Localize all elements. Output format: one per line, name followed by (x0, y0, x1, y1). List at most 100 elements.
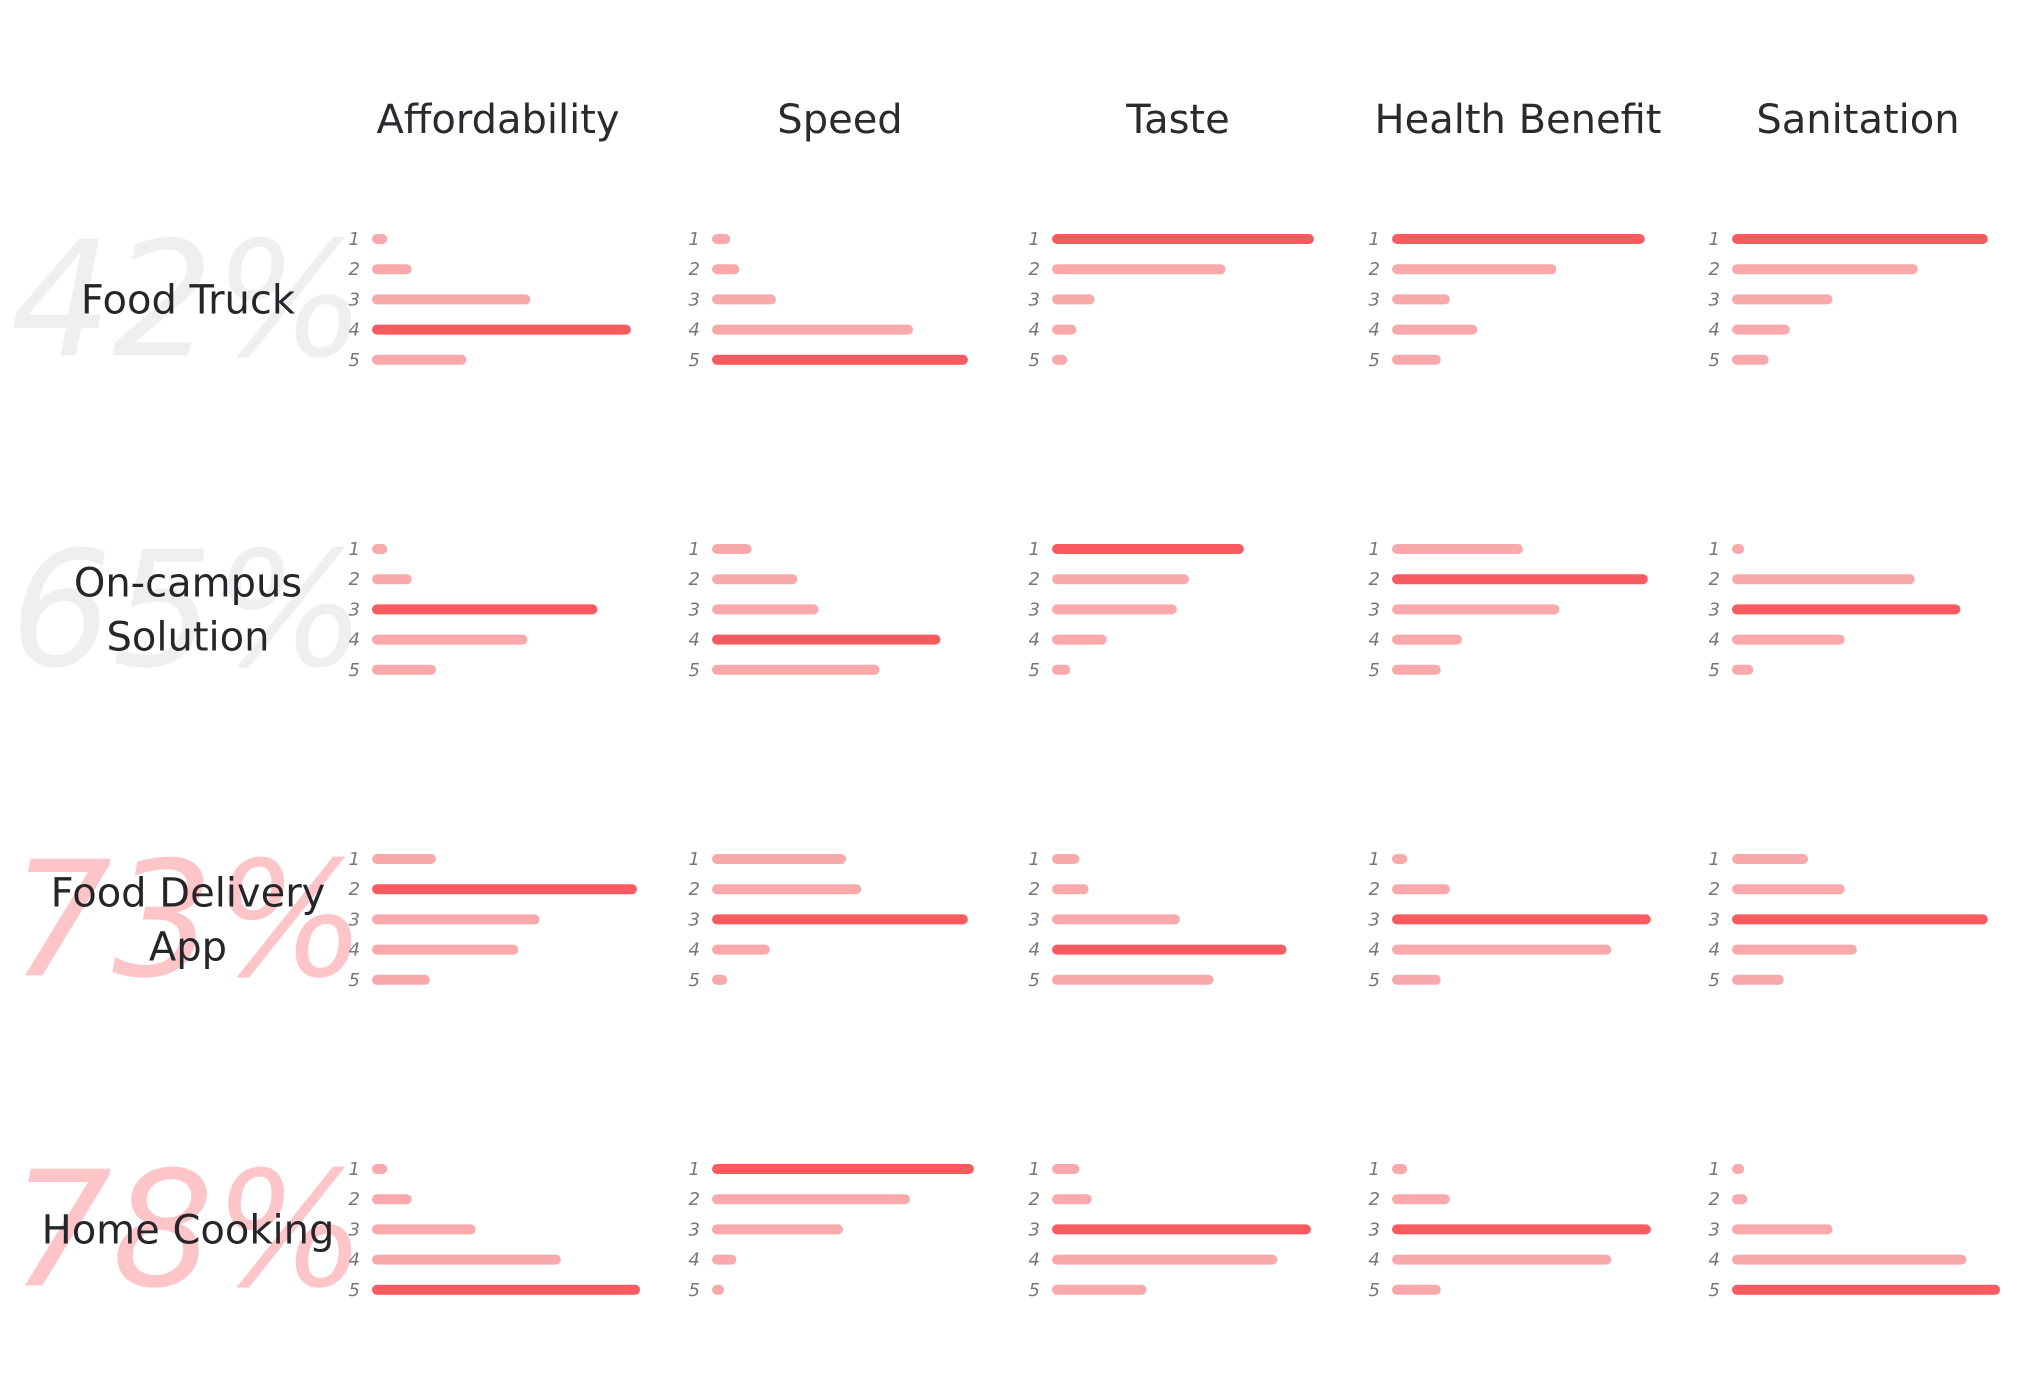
bar (372, 664, 436, 675)
bar (1392, 1254, 1612, 1265)
row-label: Food Truck (81, 277, 296, 323)
bar (1392, 1224, 1651, 1235)
rank-tick-label: 1 (1029, 1159, 1040, 1180)
rank-tick-label: 5 (1369, 1280, 1380, 1301)
bar (1392, 234, 1645, 244)
bar (372, 234, 388, 244)
bar (1052, 354, 1068, 365)
rank-tick-label: 3 (689, 599, 700, 620)
bar (372, 544, 388, 554)
rank-tick-label: 4 (1369, 1250, 1380, 1271)
rank-tick-label: 3 (1709, 289, 1720, 310)
bar (1392, 1164, 1408, 1174)
rank-tick-label: 1 (689, 539, 700, 560)
bar (1732, 974, 1784, 985)
bar (372, 354, 467, 365)
bar (712, 1254, 737, 1265)
rank-tick-label: 5 (1029, 660, 1040, 681)
rank-tick-label: 2 (689, 1189, 700, 1210)
rank-tick-label: 2 (1709, 259, 1720, 280)
rank-tick-label: 3 (349, 599, 360, 620)
rank-tick-label: 4 (1029, 1250, 1040, 1271)
rank-tick-label: 3 (1369, 289, 1380, 310)
rank-tick-label: 5 (1709, 660, 1720, 681)
rank-tick-label: 4 (1369, 940, 1380, 961)
rank-tick-label: 2 (1369, 879, 1380, 900)
bar (712, 974, 728, 985)
bar (1732, 1254, 1967, 1265)
row-label: Home Cooking (42, 1207, 335, 1253)
rank-tick-label: 2 (689, 569, 700, 590)
rank-tick-label: 4 (1029, 320, 1040, 341)
rank-tick-label: 5 (689, 1280, 700, 1301)
rank-tick-label: 1 (1029, 539, 1040, 560)
rank-tick-label: 1 (1709, 1159, 1720, 1180)
rank-tick-label: 2 (689, 879, 700, 900)
bar (372, 1284, 640, 1295)
bar (1392, 604, 1560, 615)
bar (1052, 234, 1314, 244)
bar (1052, 574, 1190, 585)
bar (1732, 914, 1988, 925)
rank-tick-label: 1 (1369, 849, 1380, 870)
bar (712, 944, 770, 955)
rank-tick-label: 2 (1029, 569, 1040, 590)
rank-tick-label: 3 (1029, 1219, 1040, 1240)
rank-tick-label: 1 (349, 849, 360, 870)
bar (1052, 914, 1180, 925)
rank-tick-label: 5 (1029, 1280, 1040, 1301)
rank-tick-label: 3 (349, 909, 360, 930)
rank-tick-label: 1 (1709, 229, 1720, 250)
rank-tick-label: 3 (1029, 909, 1040, 930)
bar (1392, 294, 1450, 305)
rank-tick-label: 5 (1709, 970, 1720, 991)
bar (372, 1194, 412, 1205)
bar (1732, 1164, 1745, 1174)
rank-tick-label: 2 (1709, 879, 1720, 900)
rank-tick-label: 5 (1029, 350, 1040, 371)
rank-tick-label: 2 (1369, 259, 1380, 280)
bar (372, 634, 528, 645)
bar (1052, 1284, 1147, 1295)
column-header: Sanitation (1756, 97, 1959, 143)
big-percent-label: 73% (10, 826, 366, 1013)
rank-tick-label: 3 (1369, 909, 1380, 930)
rank-tick-label: 2 (349, 1189, 360, 1210)
bar (1392, 574, 1648, 585)
rank-tick-label: 4 (1709, 1250, 1720, 1271)
rank-tick-label: 3 (689, 289, 700, 310)
rank-tick-label: 4 (1709, 320, 1720, 341)
bar (1732, 664, 1754, 675)
bar (1732, 1194, 1748, 1205)
rank-tick-label: 3 (1369, 599, 1380, 620)
rank-tick-label: 3 (689, 1219, 700, 1240)
bar (1732, 1224, 1833, 1235)
bar (1052, 634, 1107, 645)
rank-tick-label: 5 (1369, 350, 1380, 371)
rank-tick-label: 1 (349, 1159, 360, 1180)
bar (712, 264, 740, 275)
bar (372, 854, 436, 864)
bar (372, 974, 430, 985)
bar (372, 1224, 476, 1235)
rank-tick-label: 4 (1029, 630, 1040, 651)
bar (1392, 854, 1408, 864)
bar (712, 1194, 910, 1205)
bar (1052, 664, 1071, 675)
bar (1732, 294, 1833, 305)
bar (372, 1164, 388, 1174)
bar (1732, 354, 1769, 365)
rank-tick-label: 2 (1709, 569, 1720, 590)
rank-tick-label: 3 (689, 909, 700, 930)
bar (372, 1254, 561, 1265)
bar (1732, 544, 1745, 554)
rank-tick-label: 4 (689, 630, 700, 651)
rank-tick-label: 4 (349, 940, 360, 961)
bar (1052, 544, 1244, 554)
bar (372, 264, 412, 275)
bar (1392, 324, 1478, 335)
bar (712, 234, 731, 244)
rank-tick-label: 5 (1709, 1280, 1720, 1301)
bar (372, 604, 598, 615)
